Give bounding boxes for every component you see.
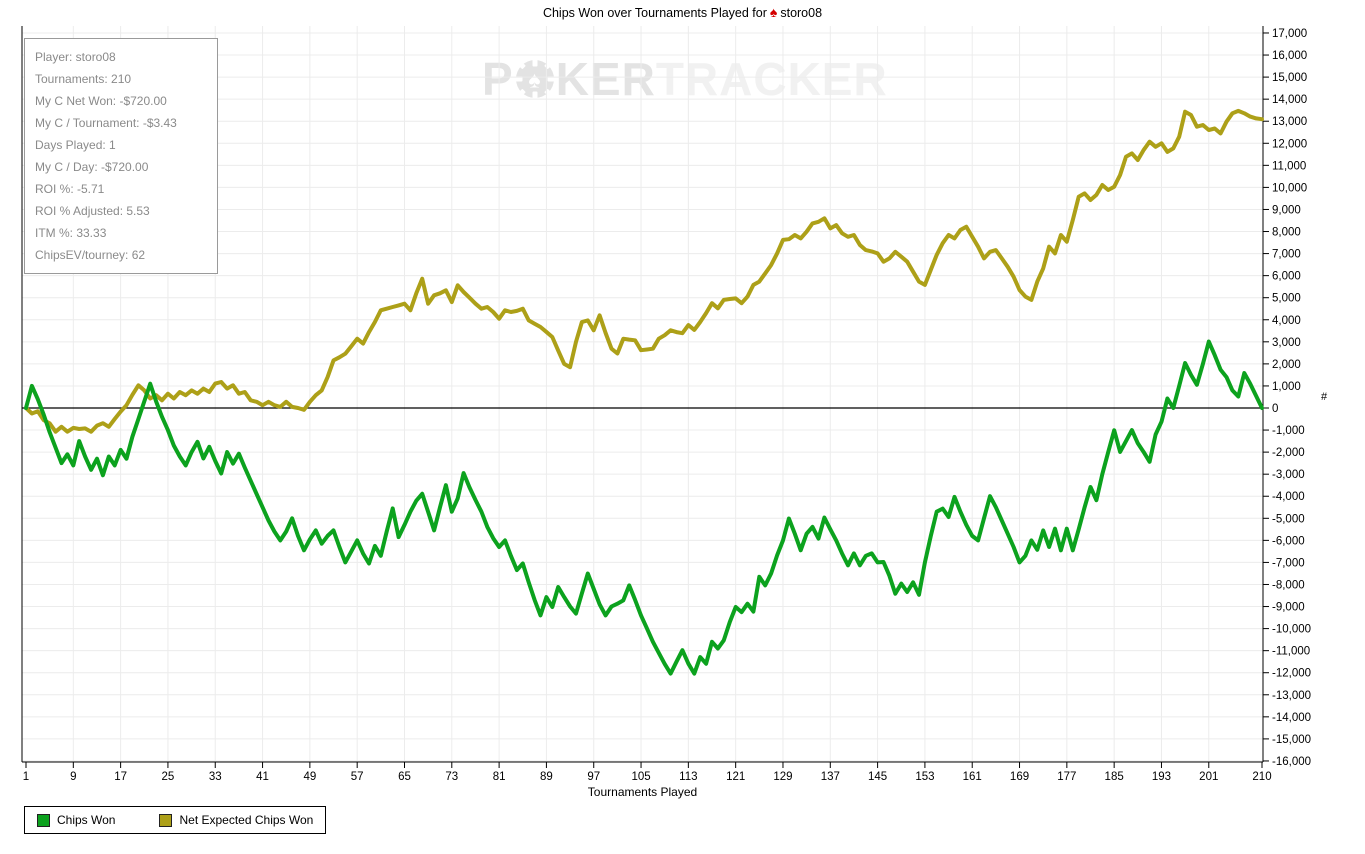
x-tick-label: 89: [540, 771, 553, 783]
watermark: P ♠ KER TRACKER: [482, 52, 888, 106]
x-tick-label: 17: [114, 771, 127, 783]
chart-title-text: Chips Won over Tournaments Played for: [542, 6, 767, 20]
y-tick-label: 13,000: [1272, 116, 1307, 128]
info-line: My C / Day: -$720.00: [35, 160, 149, 174]
series-line-net-expected-chips-won: [24, 108, 1264, 434]
svg-text:♠: ♠: [528, 67, 541, 93]
y-tick-label: 5,000: [1272, 293, 1301, 305]
legend-swatch: [159, 813, 173, 827]
y-tick-label: 4,000: [1272, 315, 1301, 327]
y-tick-label: -13,000: [1272, 690, 1311, 702]
y-tick-label: -3,000: [1272, 469, 1305, 481]
watermark-tracker-text: TRACKER: [655, 53, 888, 105]
info-line: ROI % Adjusted: 5.53: [35, 204, 150, 218]
legend-label: Net Expected Chips Won: [179, 813, 314, 827]
x-tick-label: 33: [209, 771, 222, 783]
info-line: My C Net Won: -$720.00: [35, 94, 167, 108]
y-tick-label: -16,000: [1272, 756, 1311, 768]
x-tick-label: 81: [493, 771, 506, 783]
legend-swatch: [37, 813, 50, 827]
poker-chip-icon: ♠: [515, 59, 555, 99]
y-tick-label: 10,000: [1272, 182, 1307, 194]
x-tick-label: 105: [631, 771, 650, 783]
y-tick-label: 15,000: [1272, 72, 1307, 84]
info-line: Player: storo08: [35, 50, 116, 64]
x-tick-label: 145: [868, 771, 887, 783]
legend-box: Chips Won Net Expected Chips Won: [24, 806, 327, 834]
info-line: ROI %: -5.71: [35, 182, 105, 196]
x-tick-label: 193: [1152, 771, 1171, 783]
y-tick-label: -10,000: [1272, 624, 1311, 636]
y-tick-label: -4,000: [1272, 491, 1305, 503]
chart-title-player: storo08: [780, 6, 823, 20]
y-tick-label: 17,000: [1272, 28, 1307, 40]
series-line-chips-won: [24, 339, 1264, 676]
player-stats-info-box: Player: storo08 Tournaments: 210 My C Net …: [24, 38, 218, 274]
watermark-poker-text: P ♠ KER: [482, 52, 656, 106]
x-tick-label: 9: [70, 771, 76, 783]
x-tick-label: 1: [23, 771, 29, 783]
info-line: My C / Tournament: -$3.43: [35, 116, 177, 130]
x-tick-label: 210: [1252, 771, 1271, 783]
x-tick-label: 169: [1010, 771, 1029, 783]
y-tick-label: -2,000: [1272, 447, 1305, 459]
x-tick-label: 97: [587, 771, 600, 783]
x-axis-title: Tournaments Played: [587, 785, 698, 799]
x-tick-label: 161: [963, 771, 982, 783]
watermark-p: P: [482, 53, 514, 105]
x-tick-label: 57: [351, 771, 364, 783]
y-tick-label: 16,000: [1272, 50, 1307, 62]
y-tick-label: 3,000: [1272, 337, 1301, 349]
axis-zero-marker: #: [1321, 391, 1328, 403]
x-tick-label: 177: [1057, 771, 1076, 783]
y-tick-label: -7,000: [1272, 557, 1305, 569]
x-tick-label: 25: [162, 771, 175, 783]
y-tick-label: 14,000: [1272, 94, 1307, 106]
x-tick-label: 41: [256, 771, 269, 783]
y-tick-label: -8,000: [1272, 579, 1305, 591]
x-tick-label: 65: [398, 771, 411, 783]
y-tick-label: -5,000: [1272, 513, 1305, 525]
y-tick-label: 6,000: [1272, 271, 1301, 283]
y-tick-label: -12,000: [1272, 668, 1311, 680]
info-line: Days Played: 1: [35, 138, 116, 152]
y-tick-label: -11,000: [1272, 646, 1310, 658]
watermark-ker: KER: [555, 53, 656, 105]
y-tick-label: 9,000: [1272, 204, 1301, 216]
x-tick-label: 129: [773, 771, 792, 783]
y-tick-label: -14,000: [1272, 712, 1311, 724]
y-tick-label: 8,000: [1272, 227, 1301, 239]
x-tick-label: 153: [915, 771, 934, 783]
legend-label: Chips Won: [57, 813, 116, 827]
y-tick-label: 2,000: [1272, 359, 1301, 371]
y-tick-label: -6,000: [1272, 535, 1305, 547]
x-tick-label: 121: [726, 771, 745, 783]
info-line: ITM %: 33.33: [35, 226, 107, 240]
x-tick-label: 73: [445, 771, 458, 783]
x-tick-label: 113: [679, 771, 697, 783]
y-tick-label: 7,000: [1272, 249, 1301, 261]
x-tick-label: 137: [821, 771, 840, 783]
pokerstars-spade-icon: ♠: [769, 4, 778, 20]
x-tick-label: 185: [1105, 771, 1124, 783]
info-line: Tournaments: 210: [35, 72, 132, 86]
legend-item: Chips Won: [37, 813, 115, 827]
y-tick-label: 12,000: [1272, 138, 1307, 150]
legend-item: Net Expected Chips Won: [159, 813, 313, 827]
x-tick-label: 201: [1199, 771, 1218, 783]
y-tick-label: 11,000: [1272, 160, 1306, 172]
info-line: ChipsEV/tourney: 62: [35, 248, 146, 262]
y-tick-label: -1,000: [1272, 425, 1305, 437]
y-tick-label: 1,000: [1272, 381, 1301, 393]
chart-title: Chips Won over Tournaments Played for ♠ st…: [0, 4, 1365, 20]
y-tick-label: -9,000: [1272, 602, 1305, 614]
y-tick-label: 0: [1272, 403, 1278, 415]
x-tick-label: 49: [303, 771, 316, 783]
y-tick-label: -15,000: [1272, 734, 1311, 746]
